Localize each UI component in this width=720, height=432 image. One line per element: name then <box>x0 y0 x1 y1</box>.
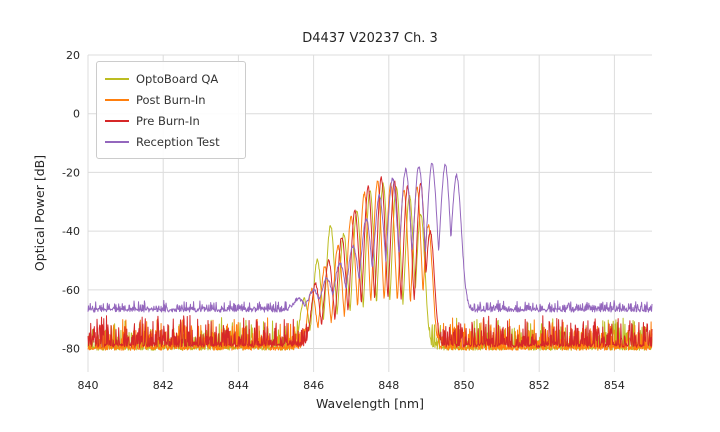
x-tick-label: 844 <box>228 379 249 392</box>
legend-swatch-reception-test <box>105 140 129 143</box>
x-tick-labels: 840 842 844 846 848 850 852 854 <box>78 379 625 392</box>
y-tick-label: 20 <box>66 49 80 62</box>
x-tick-label: 850 <box>454 379 475 392</box>
series-lines <box>87 162 653 351</box>
legend-swatch-pre-burn-in <box>105 119 129 122</box>
series-post-burn-in <box>87 180 653 351</box>
series-reception-test <box>87 162 653 313</box>
x-tick-label: 846 <box>303 379 324 392</box>
x-tick-label: 854 <box>604 379 625 392</box>
y-tick-labels: 20 0 -20 -40 -60 -80 <box>62 49 80 356</box>
legend: OptoBoard QA Post Burn-In Pre Burn-In Re… <box>96 61 246 159</box>
y-tick-label: -40 <box>62 225 80 238</box>
legend-label: OptoBoard QA <box>136 71 219 86</box>
x-tick-label: 842 <box>153 379 174 392</box>
chart-title: D4437 V20237 Ch. 3 <box>302 31 437 46</box>
x-tick-label: 848 <box>378 379 399 392</box>
legend-label: Reception Test <box>136 134 220 149</box>
legend-item-optoboard-qa: OptoBoard QA <box>105 68 235 89</box>
legend-item-pre-burn-in: Pre Burn-In <box>105 110 235 131</box>
y-tick-label: -80 <box>62 343 80 356</box>
legend-label: Pre Burn-In <box>136 113 200 128</box>
x-axis-label: Wavelength [nm] <box>316 396 424 411</box>
legend-item-post-burn-in: Post Burn-In <box>105 89 235 110</box>
series-pre-burn-in <box>87 176 653 348</box>
x-tick-label: 840 <box>78 379 99 392</box>
legend-item-reception-test: Reception Test <box>105 131 235 152</box>
legend-swatch-optoboard-qa <box>105 77 129 80</box>
y-tick-label: 0 <box>73 108 80 121</box>
legend-swatch-post-burn-in <box>105 98 129 101</box>
y-tick-label: -20 <box>62 166 80 179</box>
y-axis-label: Optical Power [dB] <box>32 155 47 271</box>
x-tick-label: 852 <box>529 379 550 392</box>
y-tick-label: -60 <box>62 284 80 297</box>
legend-label: Post Burn-In <box>136 92 206 107</box>
